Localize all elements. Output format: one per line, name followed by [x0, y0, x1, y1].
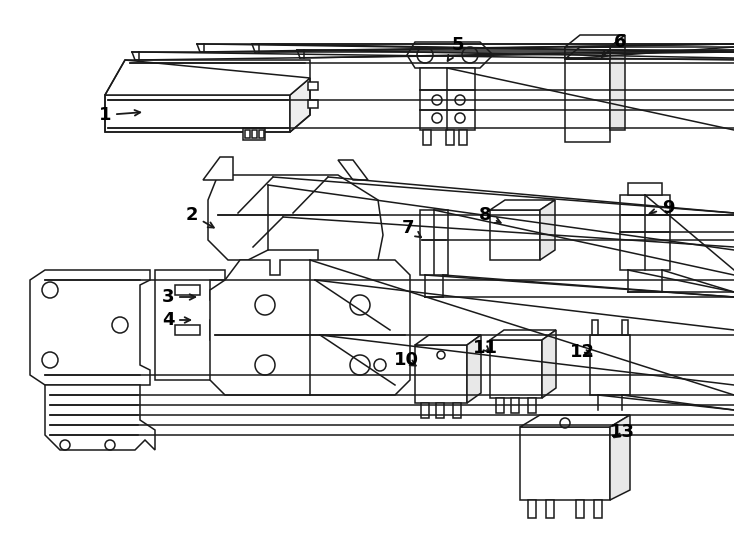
Polygon shape [308, 100, 318, 108]
Text: 1: 1 [99, 106, 140, 124]
Text: 11: 11 [473, 339, 498, 357]
Text: 10: 10 [393, 351, 418, 369]
Polygon shape [622, 320, 628, 335]
Text: 6: 6 [602, 33, 626, 57]
Polygon shape [415, 345, 467, 403]
Polygon shape [592, 320, 598, 335]
Polygon shape [565, 47, 610, 142]
Polygon shape [243, 128, 265, 140]
Polygon shape [528, 500, 536, 518]
Polygon shape [436, 403, 444, 418]
Polygon shape [520, 415, 630, 427]
Polygon shape [528, 398, 536, 413]
Polygon shape [30, 270, 150, 385]
Polygon shape [252, 130, 257, 138]
Polygon shape [105, 95, 290, 132]
Polygon shape [542, 330, 556, 398]
Polygon shape [446, 130, 454, 145]
Text: 5: 5 [448, 36, 464, 61]
Polygon shape [576, 500, 584, 518]
Polygon shape [520, 427, 610, 500]
Polygon shape [308, 82, 318, 90]
Polygon shape [546, 500, 554, 518]
Text: 4: 4 [161, 311, 190, 329]
Polygon shape [610, 415, 630, 500]
Polygon shape [610, 35, 625, 130]
Polygon shape [496, 398, 504, 413]
Polygon shape [210, 260, 410, 395]
Polygon shape [565, 47, 610, 59]
Polygon shape [175, 285, 200, 295]
Polygon shape [490, 210, 540, 260]
Polygon shape [467, 335, 481, 403]
Polygon shape [420, 68, 475, 130]
Polygon shape [594, 500, 602, 518]
Text: 12: 12 [570, 343, 595, 361]
Text: 3: 3 [161, 288, 195, 306]
Polygon shape [423, 130, 431, 145]
Polygon shape [511, 398, 519, 413]
Polygon shape [490, 340, 542, 398]
Polygon shape [628, 183, 662, 195]
Polygon shape [620, 195, 670, 270]
Polygon shape [420, 210, 448, 275]
Polygon shape [203, 157, 233, 180]
Text: 7: 7 [401, 219, 421, 237]
Polygon shape [565, 35, 625, 47]
Polygon shape [407, 42, 493, 68]
Polygon shape [105, 60, 310, 95]
Polygon shape [453, 403, 461, 418]
Polygon shape [245, 130, 250, 138]
Polygon shape [175, 325, 200, 335]
Polygon shape [208, 175, 383, 275]
Polygon shape [338, 160, 368, 180]
Polygon shape [155, 270, 225, 380]
Polygon shape [490, 330, 556, 340]
Polygon shape [540, 200, 555, 260]
Polygon shape [415, 335, 481, 345]
Text: 2: 2 [186, 206, 214, 227]
Text: 13: 13 [609, 423, 634, 441]
Text: 8: 8 [479, 206, 501, 224]
Text: 9: 9 [650, 199, 675, 217]
Polygon shape [45, 385, 155, 450]
Polygon shape [290, 78, 310, 132]
Polygon shape [259, 130, 264, 138]
Polygon shape [421, 403, 429, 418]
Polygon shape [590, 335, 630, 395]
Polygon shape [490, 200, 555, 210]
Polygon shape [459, 130, 467, 145]
